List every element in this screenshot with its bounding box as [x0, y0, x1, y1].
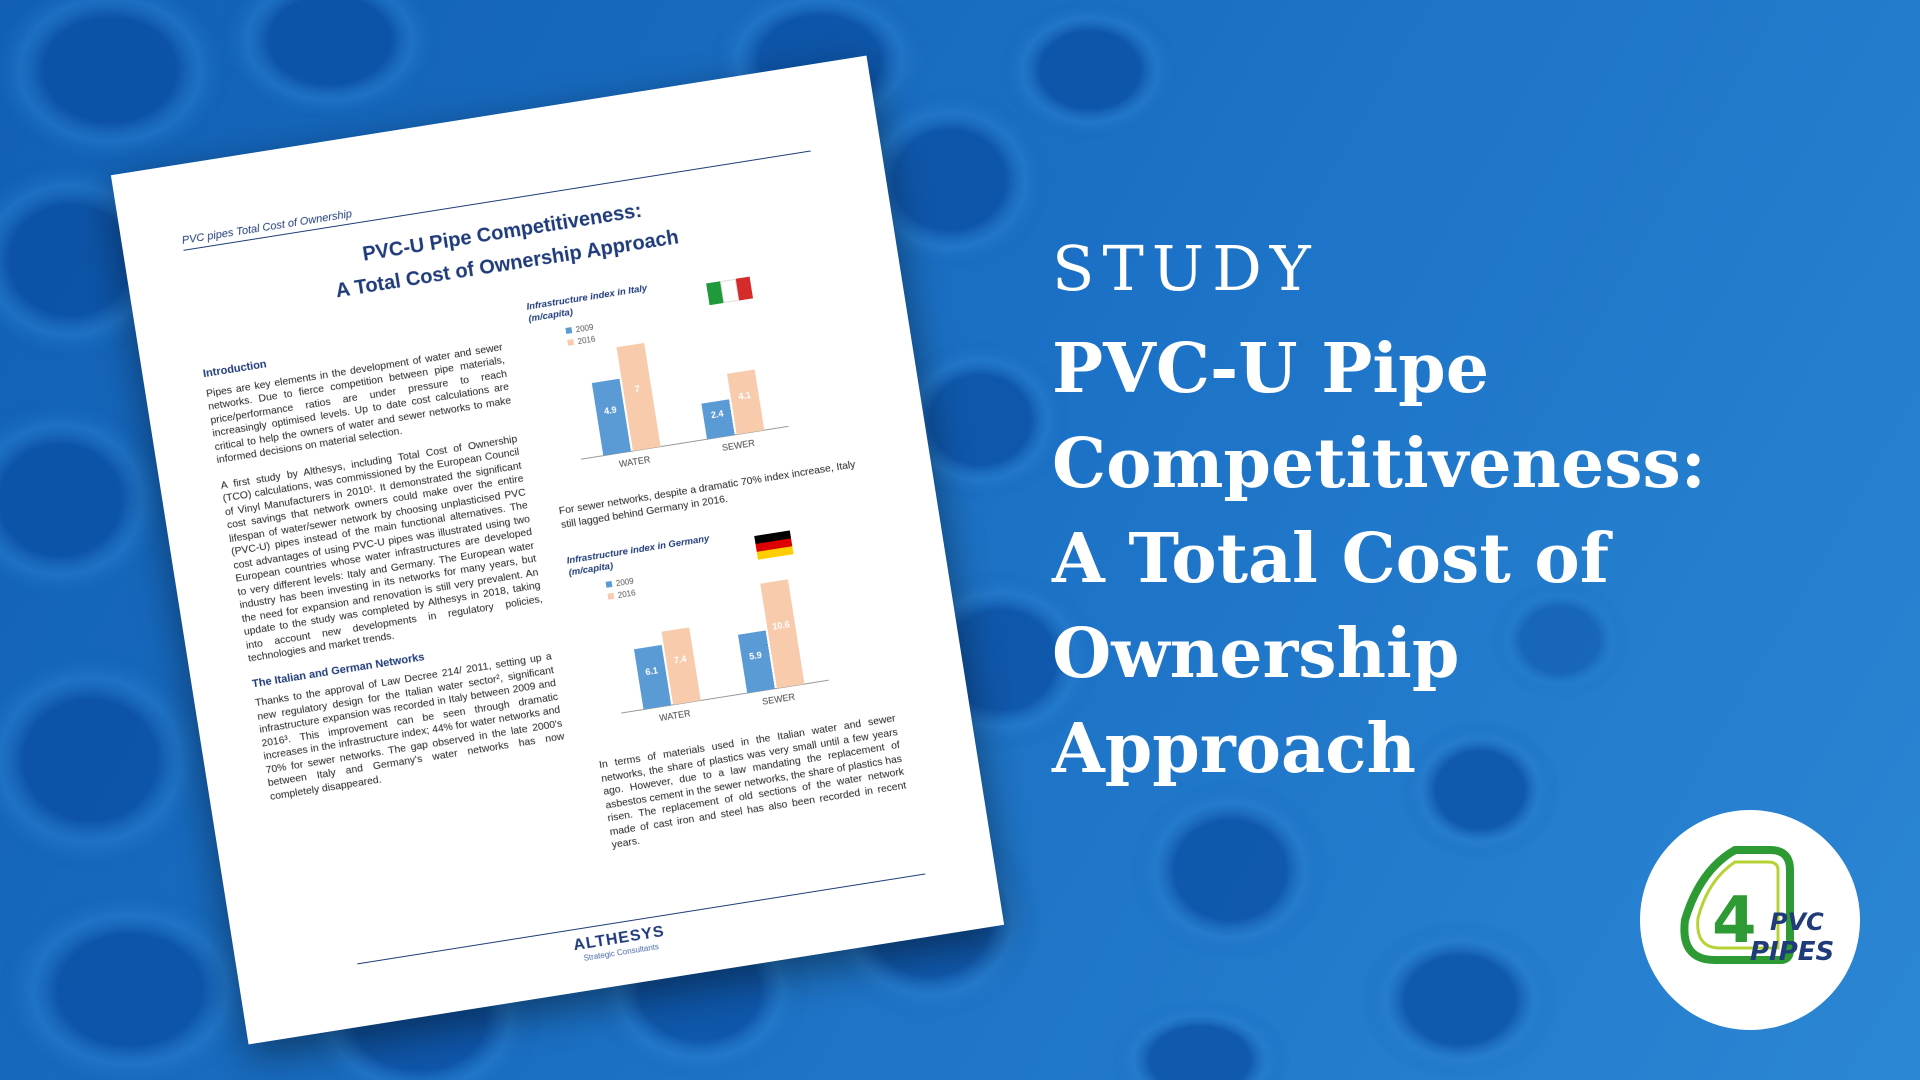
bar-value-label: 7.4 [673, 654, 687, 666]
banner-title-line-5: Approach [1052, 709, 1416, 789]
category-label-sewer: SEWER [761, 692, 796, 707]
banner-title-line-3: A Total Cost of [1052, 519, 1610, 599]
banner-title-line-4: Ownership [1052, 614, 1460, 694]
category-label-water: WATER [659, 708, 692, 723]
legend-label-2009: 2009 [615, 576, 635, 588]
legend-swatch-2016 [607, 592, 615, 600]
bar-value-label: 7 [634, 383, 641, 394]
banner-title-line-2: Competitiveness: [1052, 424, 1706, 504]
bar-value-label: 6.1 [645, 665, 659, 677]
bar-water-2016 [616, 342, 661, 451]
chart-italy: Infrastructure index in Italy (m/capita)… [526, 261, 814, 499]
document-left-column: Introduction Pipes are key elements in t… [202, 321, 569, 815]
legend-label-2016: 2016 [577, 334, 597, 346]
bar-value-label: 10.6 [772, 619, 791, 632]
bar-value-label: 4.1 [738, 390, 752, 402]
document-right-column: Infrastructure index in Italy (m/capita)… [526, 255, 913, 876]
intro-paragraph-2: A first study by Althesys, including Tot… [219, 433, 544, 665]
chart-germany: Infrastructure index in Germany (m/capit… [566, 515, 854, 753]
bar-sewer-2016 [760, 579, 805, 689]
bar-sewer-2009 [737, 630, 775, 694]
logo-text-pipes: PIPES [1750, 937, 1834, 967]
bar-value-label: 4.9 [603, 405, 617, 417]
bar-value-label: 2.4 [710, 409, 724, 421]
study-kicker: STUDY [1052, 232, 1319, 305]
bar-value-label: 5.9 [749, 650, 763, 662]
bar-water-2009 [633, 644, 672, 710]
document-preview: PVC pipes Total Cost of Ownership PVC-U … [110, 55, 1005, 1045]
category-label-water: WATER [618, 454, 651, 469]
logo-text-pvc: PVC [1770, 908, 1824, 936]
category-label-sewer: SEWER [721, 438, 756, 453]
bar-water-2009 [591, 378, 631, 456]
bar-sewer-2016 [727, 369, 765, 435]
bar-sewer-2009 [701, 399, 735, 440]
legend-swatch-2009 [605, 580, 613, 588]
legend-swatch-2009 [565, 327, 573, 334]
logo-mark: 4 [1712, 884, 1757, 958]
legend-label-2016: 2016 [617, 588, 637, 600]
banner-title: PVC-U Pipe Competitiveness: A Total Cost… [1052, 322, 1812, 797]
pvc4pipes-logo-icon: 4 PVC PIPES [1680, 846, 1834, 967]
bar-water-2016 [661, 627, 701, 705]
pvc4pipes-logo: 4 PVC PIPES [1640, 810, 1860, 1030]
banner-title-line-1: PVC-U Pipe [1052, 329, 1489, 409]
legend-swatch-2016 [567, 338, 575, 346]
legend-label-2009: 2009 [575, 323, 595, 335]
